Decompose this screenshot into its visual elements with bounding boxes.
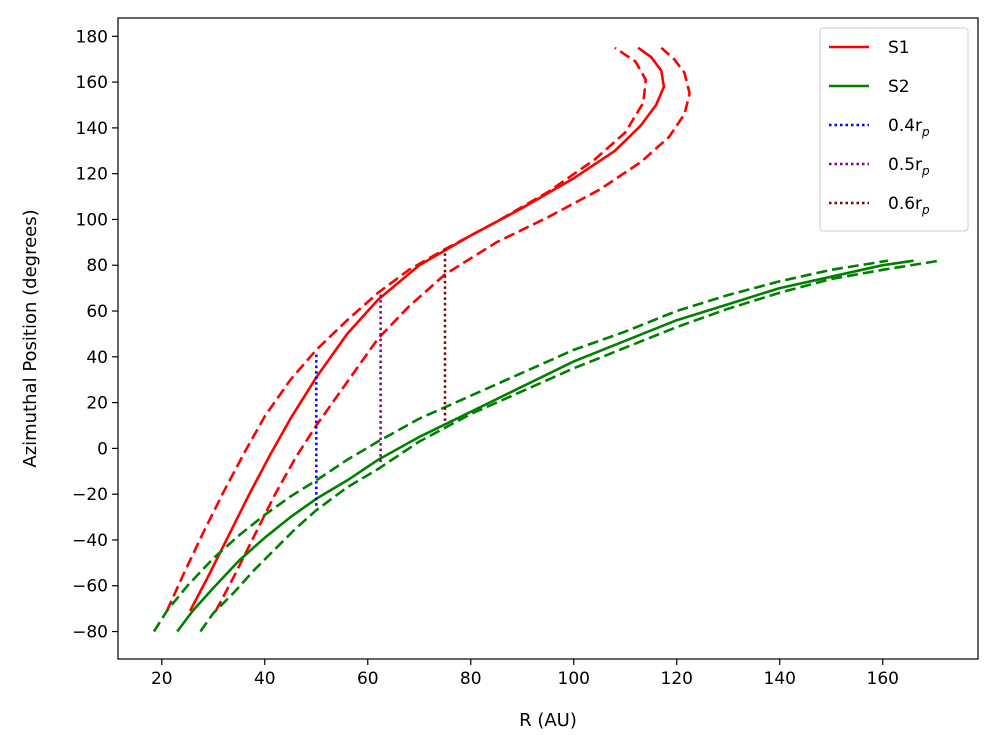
y-tick-label: 60 [86,302,108,322]
x-tick-label: 80 [460,669,482,689]
legend-label: S1 [888,38,910,58]
y-tick-label: 80 [86,256,108,276]
y-tick-label: 40 [86,348,108,368]
plot-frame [117,17,979,660]
x-tick-label: 100 [558,669,590,689]
x-axis-label: R (AU) [519,710,577,731]
legend-label-subscript: p [921,164,930,178]
x-axis-ticks: 20 40 60 80 100 120 140 160 [151,659,899,689]
legend-label-subscript: p [921,125,930,139]
x-tick-label: 60 [357,669,379,689]
y-tick-label: 140 [76,119,108,139]
legend-label: 0.5rp [888,155,930,178]
y-tick-label: −60 [72,577,108,597]
y-tick-label: −40 [72,531,108,551]
y-tick-label: 100 [76,210,108,230]
y-axis-ticks: −80 −60 −40 −20 0 20 40 60 80 100 120 140 160 180 [72,27,118,643]
x-tick-label: 120 [661,669,693,689]
legend-label-subscript: p [921,203,930,217]
y-tick-label: 180 [76,27,108,47]
legend-label-text: 0.6r [888,194,922,214]
series-line-1 [165,46,648,612]
x-tick-label: 140 [764,669,796,689]
y-tick-label: 0 [97,439,108,459]
legend-box [819,27,969,232]
legend-label: 0.4rp [888,116,930,139]
x-tick-label: 20 [151,669,173,689]
y-axis-label: Azimuthal Position (degrees) [20,209,41,467]
series-lines [152,46,940,633]
series-line-3 [176,259,914,633]
y-tick-label: 160 [76,73,108,93]
legend-label: 0.6rp [888,194,930,217]
y-tick-label: −80 [72,623,108,643]
y-tick-label: −20 [72,485,108,505]
series-line-2 [214,46,691,612]
x-tick-label: 160 [867,669,899,689]
legend-label: S2 [888,77,910,97]
legend-label-text: S1 [888,38,910,58]
legend-label-text: 0.4r [888,116,922,136]
series-line-4 [152,259,889,633]
y-tick-label: 20 [86,394,108,414]
x-tick-label: 40 [254,669,276,689]
y-tick-label: 120 [76,165,108,185]
series-line-5 [199,259,940,633]
legend-label-text: S2 [888,77,910,97]
legend-label-text: 0.5r [888,155,922,175]
